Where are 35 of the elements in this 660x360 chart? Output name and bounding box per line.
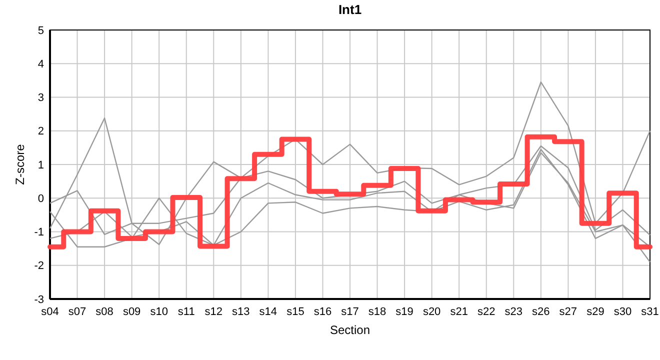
x-tick-label: s26 xyxy=(532,306,550,318)
x-tick-label: s22 xyxy=(477,306,496,318)
x-tick-label: s09 xyxy=(122,306,141,318)
y-axis-title: Z-score xyxy=(13,144,27,185)
y-tick-label: 4 xyxy=(38,58,44,70)
x-tick-label: s30 xyxy=(614,306,632,318)
x-tick-label: s23 xyxy=(504,306,523,318)
x-tick-label: s04 xyxy=(41,306,59,318)
chart-title: Int1 xyxy=(338,2,362,17)
x-tick-label: s31 xyxy=(641,306,659,318)
x-tick-label: s08 xyxy=(96,306,114,318)
x-tick-label: s16 xyxy=(314,306,332,318)
y-tick-label: 0 xyxy=(38,192,44,205)
x-tick-label: s17 xyxy=(341,306,359,318)
x-tick-label: s07 xyxy=(68,306,86,318)
x-tick-label: s19 xyxy=(396,306,414,318)
y-tick-label: 5 xyxy=(38,24,44,37)
x-tick-label: s10 xyxy=(150,306,168,318)
x-tick-label: s12 xyxy=(204,306,223,318)
x-tick-label: s20 xyxy=(422,306,441,318)
y-tick-label: 3 xyxy=(38,92,44,104)
y-tick-label: -2 xyxy=(34,260,44,272)
y-tick-label: -1 xyxy=(34,226,44,239)
x-tick-label: s29 xyxy=(586,306,604,318)
y-tick-label: 1 xyxy=(38,159,44,172)
x-tick-label: s21 xyxy=(450,306,468,318)
y-tick-label: -3 xyxy=(34,294,44,306)
x-axis-title: Section xyxy=(330,323,370,337)
x-tick-label: s27 xyxy=(559,306,578,318)
x-tick-label: s18 xyxy=(368,306,386,318)
x-tick-label: s14 xyxy=(259,306,278,318)
y-tick-label: 2 xyxy=(38,126,44,138)
x-tick-label: s11 xyxy=(178,306,195,318)
x-tick-label: s13 xyxy=(232,306,250,318)
x-tick-label: s15 xyxy=(286,306,304,318)
